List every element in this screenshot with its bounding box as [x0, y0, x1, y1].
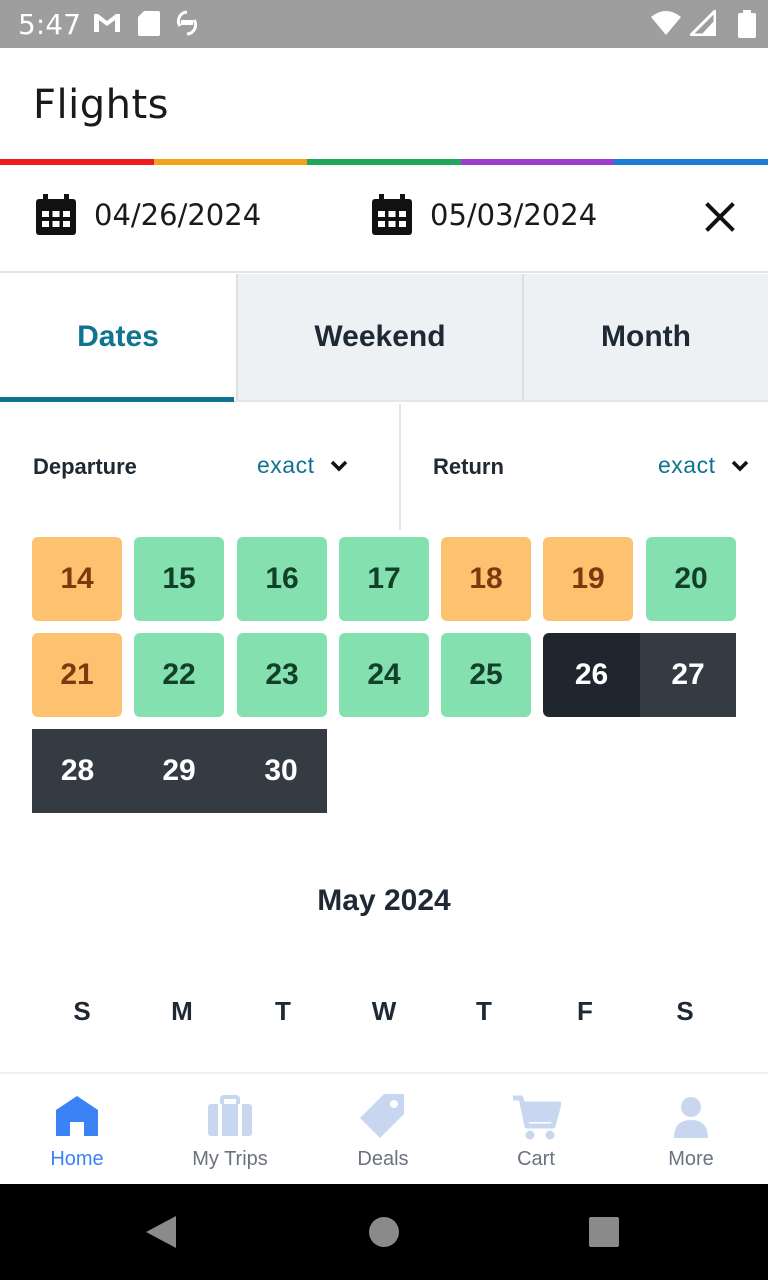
calendar-day[interactable]: 22: [134, 633, 224, 717]
status-notification-icons: [92, 10, 198, 36]
wifi-icon: [651, 11, 681, 35]
bottom-nav: Home My Trips Deals Cart More: [0, 1072, 768, 1184]
recents-icon[interactable]: [588, 1216, 620, 1248]
rainbow-divider: [0, 159, 768, 165]
calendar-day[interactable]: 18: [441, 537, 531, 621]
flex-selector-row: Departure exact Return exact: [0, 404, 768, 530]
person-icon: [674, 1097, 708, 1138]
chevron-down-icon: [331, 460, 348, 471]
nav-more[interactable]: More: [616, 1074, 766, 1186]
return-date-field[interactable]: 05/03/2024: [370, 193, 597, 237]
selector-divider: [399, 404, 401, 530]
weekday-label: W: [371, 996, 397, 1026]
return-label: Return: [433, 454, 504, 479]
status-bar: 5:47: [0, 0, 768, 48]
nav-label: Cart: [517, 1148, 555, 1170]
nav-cart[interactable]: Cart: [461, 1074, 611, 1186]
departure-date-field[interactable]: 04/26/2024: [34, 193, 261, 237]
calendar-icon: [36, 194, 76, 235]
calendar-day[interactable]: 24: [339, 633, 429, 717]
chevron-down-icon: [732, 460, 749, 471]
return-flex-value: exact: [658, 452, 716, 478]
battery-icon: [738, 10, 756, 38]
return-flex-select[interactable]: exact: [658, 452, 749, 479]
nav-label: More: [668, 1148, 714, 1170]
calendar-day-in-range[interactable]: 29: [123, 729, 235, 813]
rainbow-segment: [0, 159, 154, 165]
date-range-row: 04/26/2024 05/03/2024: [0, 165, 768, 273]
nav-label: Home: [50, 1148, 104, 1170]
tab-month[interactable]: Month: [522, 274, 768, 400]
calendar-icon: [372, 194, 412, 235]
calendar-day[interactable]: 14: [32, 537, 122, 621]
rainbow-segment: [614, 159, 768, 165]
tag-icon: [360, 1094, 404, 1138]
cart-icon: [513, 1095, 561, 1140]
page-title: Flights: [33, 82, 169, 128]
rainbow-segment: [307, 159, 461, 165]
weekday-label: T: [476, 996, 492, 1026]
weekday-label: S: [676, 996, 694, 1026]
calendar-day[interactable]: 16: [237, 537, 327, 621]
calendar-day[interactable]: 19: [543, 537, 633, 621]
weekday-label: S: [73, 996, 91, 1026]
status-time: 5:47: [18, 8, 81, 41]
briefcase-icon: [208, 1095, 252, 1136]
calendar-day[interactable]: 23: [237, 633, 327, 717]
calendar-day[interactable]: 25: [441, 633, 531, 717]
nav-home[interactable]: Home: [2, 1074, 152, 1186]
return-date-text: 05/03/2024: [430, 198, 598, 232]
weekday-label: F: [577, 996, 593, 1026]
sd-card-icon: [138, 11, 160, 36]
calendar-day-in-range[interactable]: 28: [32, 729, 123, 813]
weekday-label: T: [275, 996, 291, 1026]
calendar-day-selected-start[interactable]: 26: [543, 633, 640, 717]
weekday-header: S M T W T F S: [32, 996, 738, 1036]
close-icon[interactable]: [702, 199, 738, 235]
calendar-day[interactable]: 21: [32, 633, 122, 717]
back-icon[interactable]: [144, 1214, 178, 1250]
date-mode-tabs: Dates Weekend Month: [0, 274, 768, 402]
app-header: Flights: [0, 48, 768, 160]
calendar-day-in-range[interactable]: 27: [640, 633, 736, 717]
home-button-icon[interactable]: [368, 1216, 400, 1248]
rainbow-segment: [153, 159, 308, 165]
nav-deals[interactable]: Deals: [308, 1074, 458, 1186]
calendar-day[interactable]: 15: [134, 537, 224, 621]
departure-flex-select[interactable]: exact: [257, 452, 348, 479]
nav-label: My Trips: [192, 1148, 268, 1170]
departure-label: Departure: [33, 454, 137, 479]
departure-flex-value: exact: [257, 452, 315, 478]
departure-date-text: 04/26/2024: [94, 198, 262, 232]
month-title: May 2024: [317, 884, 451, 917]
home-icon: [56, 1096, 98, 1136]
calendar-day-in-range[interactable]: 30: [235, 729, 327, 813]
nav-my-trips[interactable]: My Trips: [155, 1074, 305, 1186]
tab-weekend[interactable]: Weekend: [236, 274, 522, 400]
tab-dates[interactable]: Dates: [0, 274, 236, 402]
status-system-icons: [650, 10, 756, 38]
rainbow-segment: [460, 159, 615, 165]
calendar-day[interactable]: 17: [339, 537, 429, 621]
weekday-label: M: [171, 996, 193, 1026]
gmail-icon: [94, 14, 120, 32]
system-nav-bar: [0, 1184, 768, 1280]
signal-icon: [690, 10, 716, 36]
nav-label: Deals: [357, 1148, 409, 1170]
sync-icon: [176, 10, 198, 36]
calendar-day[interactable]: 20: [646, 537, 736, 621]
